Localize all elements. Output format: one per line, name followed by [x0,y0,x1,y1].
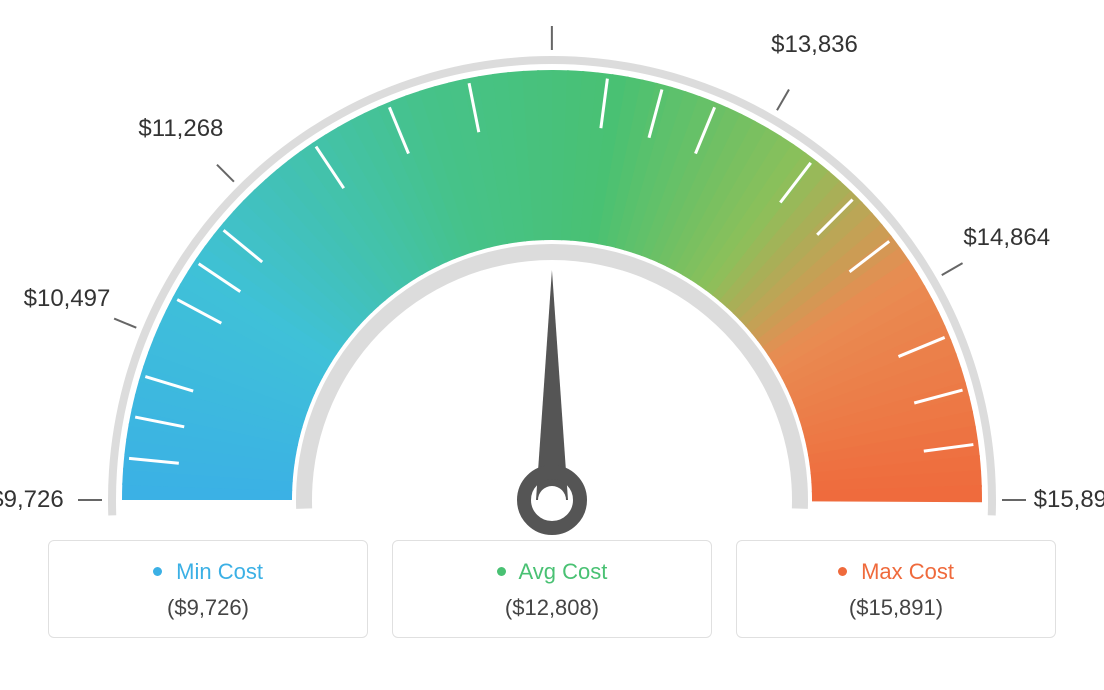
avg-cost-title: Avg Cost [393,559,711,585]
dot-icon [497,567,506,576]
min-cost-value: ($9,726) [49,595,367,621]
gauge-chart: $9,726$10,497$11,268$12,808$13,836$14,86… [0,0,1104,540]
max-cost-value: ($15,891) [737,595,1055,621]
dot-icon [153,567,162,576]
gauge-tick-label: $11,268 [138,115,223,143]
gauge-tick-label: $14,864 [963,224,1050,252]
avg-cost-card: Avg Cost ($12,808) [392,540,712,638]
gauge-tick-label: $9,726 [0,486,64,514]
min-cost-label: Min Cost [176,559,263,584]
max-cost-card: Max Cost ($15,891) [736,540,1056,638]
avg-cost-value: ($12,808) [393,595,711,621]
max-cost-title: Max Cost [737,559,1055,585]
min-cost-card: Min Cost ($9,726) [48,540,368,638]
gauge-svg [0,0,1104,540]
cost-cards: Min Cost ($9,726) Avg Cost ($12,808) Max… [0,540,1104,638]
gauge-tick-label: $10,497 [24,285,111,313]
gauge-tick-label: $15,891 [1034,486,1104,514]
max-cost-label: Max Cost [861,559,954,584]
avg-cost-label: Avg Cost [519,559,608,584]
min-cost-title: Min Cost [49,559,367,585]
dot-icon [838,567,847,576]
gauge-tick-label: $13,836 [771,31,858,59]
